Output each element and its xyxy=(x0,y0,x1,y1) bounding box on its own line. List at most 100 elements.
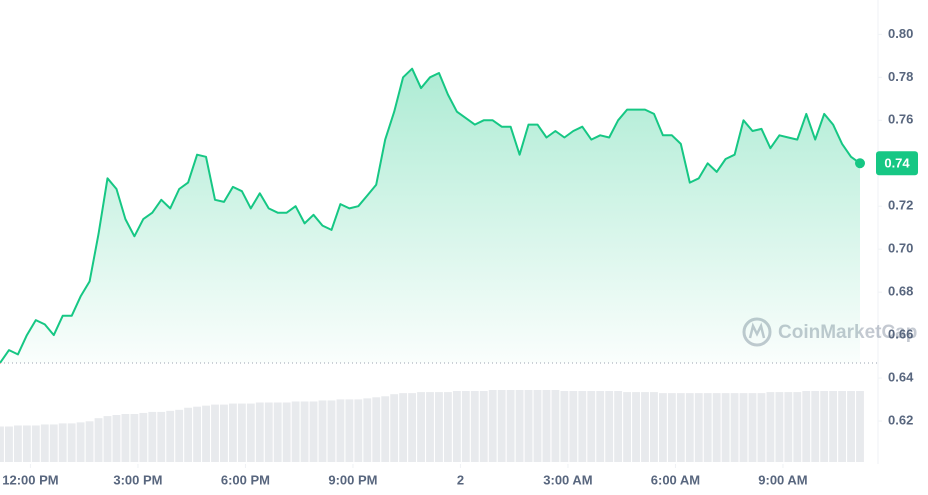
volume-bar xyxy=(112,415,121,462)
volume-bar xyxy=(757,393,766,462)
volume-bar xyxy=(31,425,40,462)
volume-bar xyxy=(193,406,202,462)
volume-bar xyxy=(712,393,721,462)
volume-bar xyxy=(13,425,22,462)
volume-bar xyxy=(282,402,291,462)
y-tick-label: 0.70 xyxy=(888,241,913,256)
volume-bar xyxy=(452,391,461,462)
volume-bar xyxy=(5,426,13,462)
volume-bar xyxy=(641,392,649,462)
volume-bar xyxy=(614,391,623,462)
volume-bar xyxy=(739,393,748,462)
volume-bar xyxy=(658,393,667,462)
volume-bar xyxy=(40,424,49,462)
volume-bar xyxy=(587,391,596,462)
volume-bar xyxy=(58,423,67,462)
volume-bar xyxy=(372,397,381,462)
volume-bar xyxy=(273,402,282,462)
volume-bar xyxy=(345,399,354,462)
volume-bar xyxy=(766,392,775,462)
volume-bar xyxy=(784,392,793,462)
volume-bar xyxy=(255,402,264,462)
volume-bar xyxy=(246,403,255,462)
x-tick-label: 3:00 AM xyxy=(543,472,592,487)
volume-bar xyxy=(676,393,685,462)
y-tick-label: 0.64 xyxy=(888,370,914,385)
volume-bar xyxy=(730,393,739,462)
volume-bar xyxy=(605,391,614,462)
volume-bar xyxy=(381,396,390,462)
volume-bar xyxy=(211,404,219,462)
volume-bar xyxy=(264,402,273,462)
volume-bar xyxy=(632,392,640,462)
volume-bar xyxy=(721,393,730,462)
volume-bar xyxy=(67,423,76,462)
volume-bar xyxy=(802,391,811,462)
volume-bar xyxy=(506,390,515,462)
volume-bar xyxy=(336,399,345,462)
volume-bar xyxy=(578,391,587,462)
y-tick-label: 0.76 xyxy=(888,112,913,127)
volume-bar xyxy=(94,418,103,462)
volume-bar xyxy=(569,391,578,462)
volume-bar xyxy=(497,390,506,462)
price-tag-label: 0.74 xyxy=(884,156,910,171)
volume-bar xyxy=(470,391,479,462)
volume-bar xyxy=(685,393,694,462)
volume-bar xyxy=(121,414,130,462)
x-tick-label: 6:00 AM xyxy=(651,472,700,487)
volume-bar xyxy=(228,403,237,462)
volume-bar xyxy=(300,401,309,462)
volume-bar xyxy=(309,401,318,462)
volume-bar xyxy=(76,422,85,462)
volume-bar xyxy=(533,390,542,462)
volume-bar xyxy=(220,404,228,462)
volume-bar xyxy=(488,390,497,462)
y-tick-label: 0.80 xyxy=(888,26,913,41)
volume-bar xyxy=(399,393,408,462)
volume-bar xyxy=(650,392,658,462)
volume-bar xyxy=(551,390,560,462)
volume-bar xyxy=(237,403,246,462)
volume-bar xyxy=(524,390,533,462)
volume-bar xyxy=(560,391,569,462)
volume-bar xyxy=(175,409,184,462)
volume-bar xyxy=(793,392,802,462)
volume-bar xyxy=(829,391,838,462)
volume-bar xyxy=(820,391,829,462)
price-line xyxy=(0,67,861,364)
price-tag xyxy=(876,151,918,176)
volume-bar xyxy=(596,391,605,462)
volume-bar xyxy=(856,391,864,462)
volume-bar xyxy=(811,391,820,462)
volume-bar xyxy=(166,410,175,462)
volume-bar xyxy=(148,411,157,462)
volume-bar xyxy=(694,393,703,462)
volume-bar xyxy=(354,399,363,462)
volume-bar xyxy=(157,411,166,462)
y-tick-label: 0.62 xyxy=(888,412,913,427)
y-tick-label: 0.78 xyxy=(888,69,913,84)
volume-bar xyxy=(461,391,470,462)
volume-bar xyxy=(479,391,488,462)
volume-bar xyxy=(318,400,327,462)
volume-bar xyxy=(623,392,632,462)
x-tick-label: 2 xyxy=(457,472,464,487)
volume-bar xyxy=(847,391,855,462)
volume-bar xyxy=(327,400,336,462)
volume-bar xyxy=(139,412,148,462)
volume-bar xyxy=(390,394,399,462)
volume-bar xyxy=(85,421,94,462)
y-tick-label: 0.68 xyxy=(888,284,913,299)
x-tick-label: 12:00 PM xyxy=(2,472,58,487)
y-tick-label: 0.66 xyxy=(888,327,913,342)
volume-bar xyxy=(202,405,210,462)
volume-bar xyxy=(130,414,139,462)
volume-bar xyxy=(435,392,443,462)
volume-bar xyxy=(775,392,784,462)
x-tick-label: 6:00 PM xyxy=(221,472,270,487)
price-area xyxy=(0,68,860,364)
volume-bar xyxy=(103,416,112,462)
volume-bar xyxy=(22,425,31,462)
